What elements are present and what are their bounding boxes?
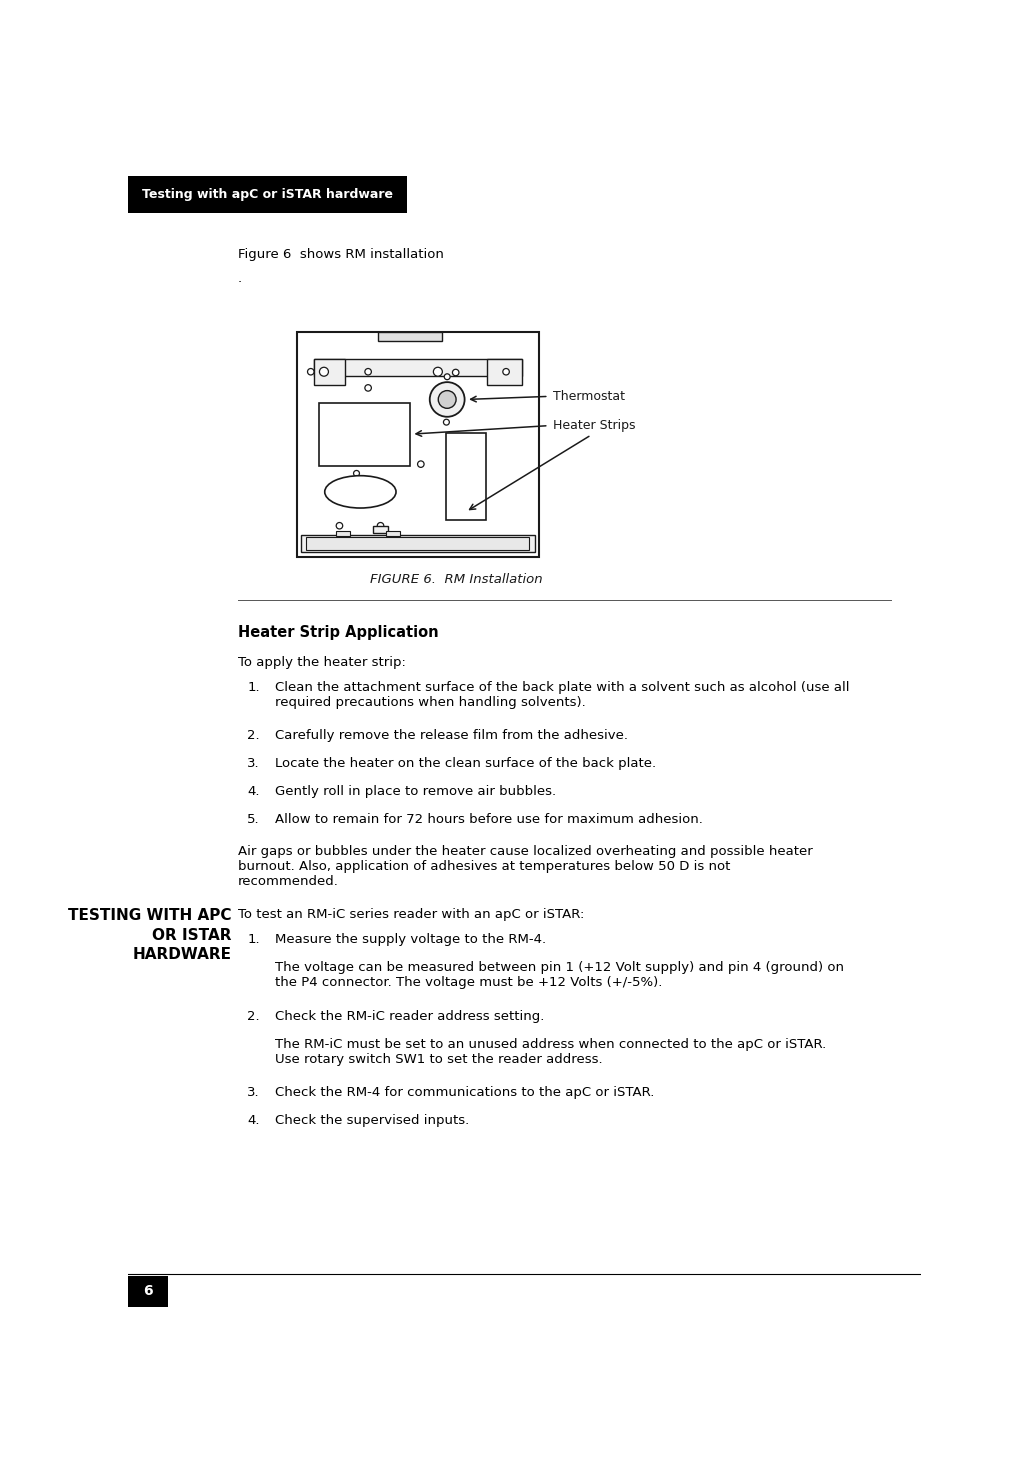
Circle shape xyxy=(354,470,359,476)
FancyBboxPatch shape xyxy=(128,1276,168,1307)
Text: Locate the heater on the clean surface of the back plate.: Locate the heater on the clean surface o… xyxy=(275,757,656,771)
Circle shape xyxy=(417,461,425,467)
Text: .: . xyxy=(238,273,242,285)
Text: Testing with apC or iSTAR hardware: Testing with apC or iSTAR hardware xyxy=(142,188,393,201)
Circle shape xyxy=(319,367,328,376)
Circle shape xyxy=(365,368,371,374)
Text: Check the RM-4 for communications to the apC or iSTAR.: Check the RM-4 for communications to the… xyxy=(275,1086,659,1100)
Text: 6: 6 xyxy=(143,1284,152,1298)
Circle shape xyxy=(503,368,509,374)
Text: To apply the heater strip:: To apply the heater strip: xyxy=(238,656,406,669)
FancyBboxPatch shape xyxy=(379,332,442,341)
Text: Check the supervised inputs.: Check the supervised inputs. xyxy=(275,1114,470,1127)
Text: The voltage can be measured between pin 1 (+12 Volt supply) and pin 4 (ground) o: The voltage can be measured between pin … xyxy=(275,962,844,989)
FancyBboxPatch shape xyxy=(372,526,389,533)
FancyBboxPatch shape xyxy=(306,537,529,549)
Text: 2.: 2. xyxy=(248,1010,260,1023)
Text: 4.: 4. xyxy=(248,1114,260,1127)
Circle shape xyxy=(377,523,384,528)
Text: 1.: 1. xyxy=(248,681,260,693)
Text: Gently roll in place to remove air bubbles.: Gently roll in place to remove air bubbl… xyxy=(275,785,557,799)
Text: Heater Strips: Heater Strips xyxy=(552,420,635,432)
FancyBboxPatch shape xyxy=(297,332,539,556)
FancyBboxPatch shape xyxy=(336,531,350,536)
Text: 3.: 3. xyxy=(248,757,260,771)
Circle shape xyxy=(430,382,464,417)
Circle shape xyxy=(438,390,456,408)
Text: 2.: 2. xyxy=(248,730,260,741)
Text: Air gaps or bubbles under the heater cause localized overheating and possible he: Air gaps or bubbles under the heater cau… xyxy=(238,846,812,888)
FancyBboxPatch shape xyxy=(314,358,345,385)
Text: FIGURE 6.  RM Installation: FIGURE 6. RM Installation xyxy=(370,574,543,587)
Text: 3.: 3. xyxy=(248,1086,260,1100)
FancyBboxPatch shape xyxy=(128,176,921,213)
Ellipse shape xyxy=(324,476,396,508)
FancyBboxPatch shape xyxy=(318,402,410,465)
FancyBboxPatch shape xyxy=(314,358,522,376)
FancyBboxPatch shape xyxy=(407,176,921,213)
Text: Check the RM-iC reader address setting.: Check the RM-iC reader address setting. xyxy=(275,1010,544,1023)
Circle shape xyxy=(434,367,442,376)
FancyBboxPatch shape xyxy=(386,531,400,536)
Text: 1.: 1. xyxy=(248,934,260,945)
Text: 5.: 5. xyxy=(248,813,260,826)
FancyBboxPatch shape xyxy=(446,433,486,520)
Circle shape xyxy=(444,374,450,380)
Text: Figure 6  shows RM installation: Figure 6 shows RM installation xyxy=(238,248,444,261)
Text: Heater Strip Application: Heater Strip Application xyxy=(238,625,439,640)
Text: Carefully remove the release film from the adhesive.: Carefully remove the release film from t… xyxy=(275,730,628,741)
Text: The RM-iC must be set to an unused address when connected to the apC or iSTAR.
U: The RM-iC must be set to an unused addre… xyxy=(275,1038,827,1066)
Text: Thermostat: Thermostat xyxy=(552,390,625,402)
FancyBboxPatch shape xyxy=(487,358,522,385)
Circle shape xyxy=(337,523,343,528)
Text: 4.: 4. xyxy=(248,785,260,799)
Circle shape xyxy=(308,368,314,374)
Text: Clean the attachment surface of the back plate with a solvent such as alcohol (u: Clean the attachment surface of the back… xyxy=(275,681,850,709)
Circle shape xyxy=(443,420,449,426)
Text: Allow to remain for 72 hours before use for maximum adhesion.: Allow to remain for 72 hours before use … xyxy=(275,813,703,826)
Text: TESTING WITH APC
OR ISTAR
HARDWARE: TESTING WITH APC OR ISTAR HARDWARE xyxy=(69,909,232,962)
Text: To test an RM-iC series reader with an apC or iSTAR:: To test an RM-iC series reader with an a… xyxy=(238,909,584,922)
FancyBboxPatch shape xyxy=(301,534,535,552)
Circle shape xyxy=(365,385,371,390)
Text: Measure the supply voltage to the RM-4.: Measure the supply voltage to the RM-4. xyxy=(275,934,546,945)
Circle shape xyxy=(452,370,459,376)
